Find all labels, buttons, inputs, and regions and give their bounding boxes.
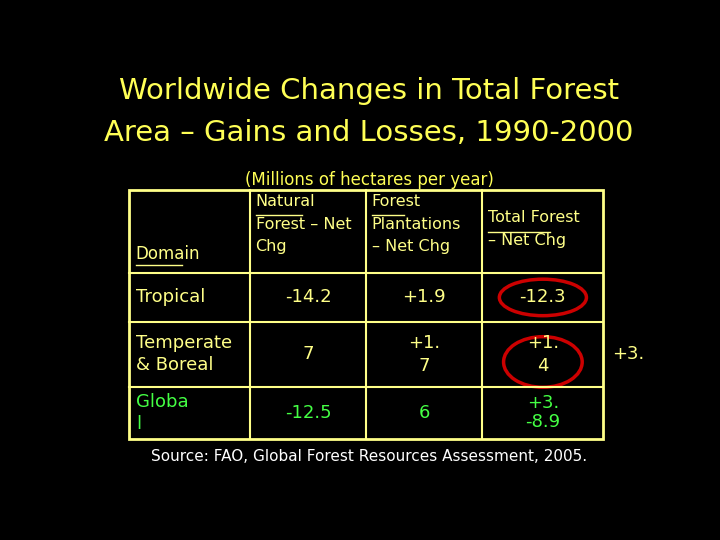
Text: -8.9: -8.9: [526, 413, 560, 431]
Text: Natural: Natural: [256, 194, 315, 208]
Text: Forest: Forest: [372, 194, 421, 208]
Text: 7: 7: [302, 345, 314, 363]
Text: Domain: Domain: [136, 245, 200, 263]
Text: Area – Gains and Losses, 1990-2000: Area – Gains and Losses, 1990-2000: [104, 119, 634, 147]
Text: +3.: +3.: [612, 345, 644, 363]
Text: 4: 4: [537, 357, 549, 375]
Text: Source: FAO, Global Forest Resources Assessment, 2005.: Source: FAO, Global Forest Resources Ass…: [151, 449, 587, 464]
Text: (Millions of hectares per year): (Millions of hectares per year): [245, 171, 493, 189]
Text: -12.3: -12.3: [520, 288, 566, 306]
Text: Worldwide Changes in Total Forest: Worldwide Changes in Total Forest: [119, 77, 619, 105]
Text: Tropical: Tropical: [136, 288, 205, 306]
Text: Forest – Net: Forest – Net: [256, 217, 351, 232]
Text: +1.9: +1.9: [402, 288, 446, 306]
Text: – Net Chg: – Net Chg: [372, 239, 450, 254]
Text: 6: 6: [418, 404, 430, 422]
Text: -14.2: -14.2: [285, 288, 331, 306]
Text: Plantations: Plantations: [372, 217, 462, 232]
Bar: [129, 190, 603, 439]
Text: Globa
l: Globa l: [136, 393, 189, 433]
Text: – Net Chg: – Net Chg: [488, 233, 566, 248]
Text: +1.: +1.: [408, 334, 441, 352]
Text: 7: 7: [418, 357, 430, 375]
Text: Temperate
& Boreal: Temperate & Boreal: [136, 334, 232, 374]
Text: Total Forest: Total Forest: [488, 211, 580, 225]
Text: Chg: Chg: [256, 239, 287, 254]
Text: +1.: +1.: [527, 334, 559, 352]
Text: +3.: +3.: [527, 394, 559, 413]
Text: -12.5: -12.5: [285, 404, 331, 422]
